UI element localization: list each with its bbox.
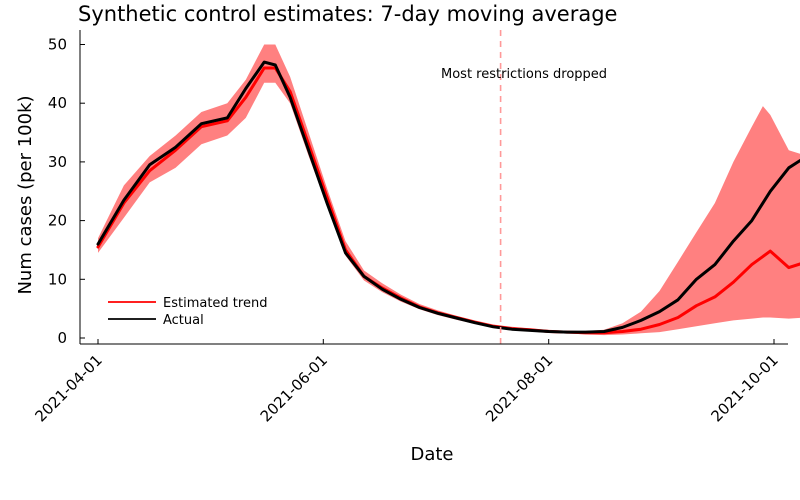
y-tick-label: 0 xyxy=(57,329,67,347)
ticks: 0 10 20 30 40 50 2021-04-01 2021-06-01 2021-08-0… xyxy=(31,36,781,426)
x-tick-label: 2021-04-01 xyxy=(31,351,105,425)
axes xyxy=(79,30,788,345)
y-axis-label: Num cases (per 100k) xyxy=(15,95,36,294)
legend-estimated-label: Estimated trend xyxy=(163,296,267,311)
legend-actual-label: Actual xyxy=(163,313,204,328)
y-tick-label: 20 xyxy=(48,212,67,230)
y-tick-label: 10 xyxy=(48,270,67,288)
chart-title: Synthetic control estimates: 7-day movin… xyxy=(78,2,617,26)
y-tick-label: 50 xyxy=(48,36,67,54)
x-tick-label: 2021-06-01 xyxy=(257,351,331,425)
x-tick-label: 2021-08-01 xyxy=(482,351,556,425)
x-tick-label: 2021-10-01 xyxy=(707,351,781,425)
confidence-band-layer xyxy=(98,44,800,336)
y-tick-label: 30 xyxy=(48,153,67,171)
x-axis-label: Date xyxy=(410,444,453,465)
annotation-text: Most restrictions dropped xyxy=(441,67,607,82)
legend: Estimated trend Actual xyxy=(108,296,267,328)
y-tick-label: 40 xyxy=(48,94,67,112)
actual-line xyxy=(96,60,800,334)
series-lines-layer xyxy=(96,60,800,335)
confidence-band xyxy=(98,44,800,336)
